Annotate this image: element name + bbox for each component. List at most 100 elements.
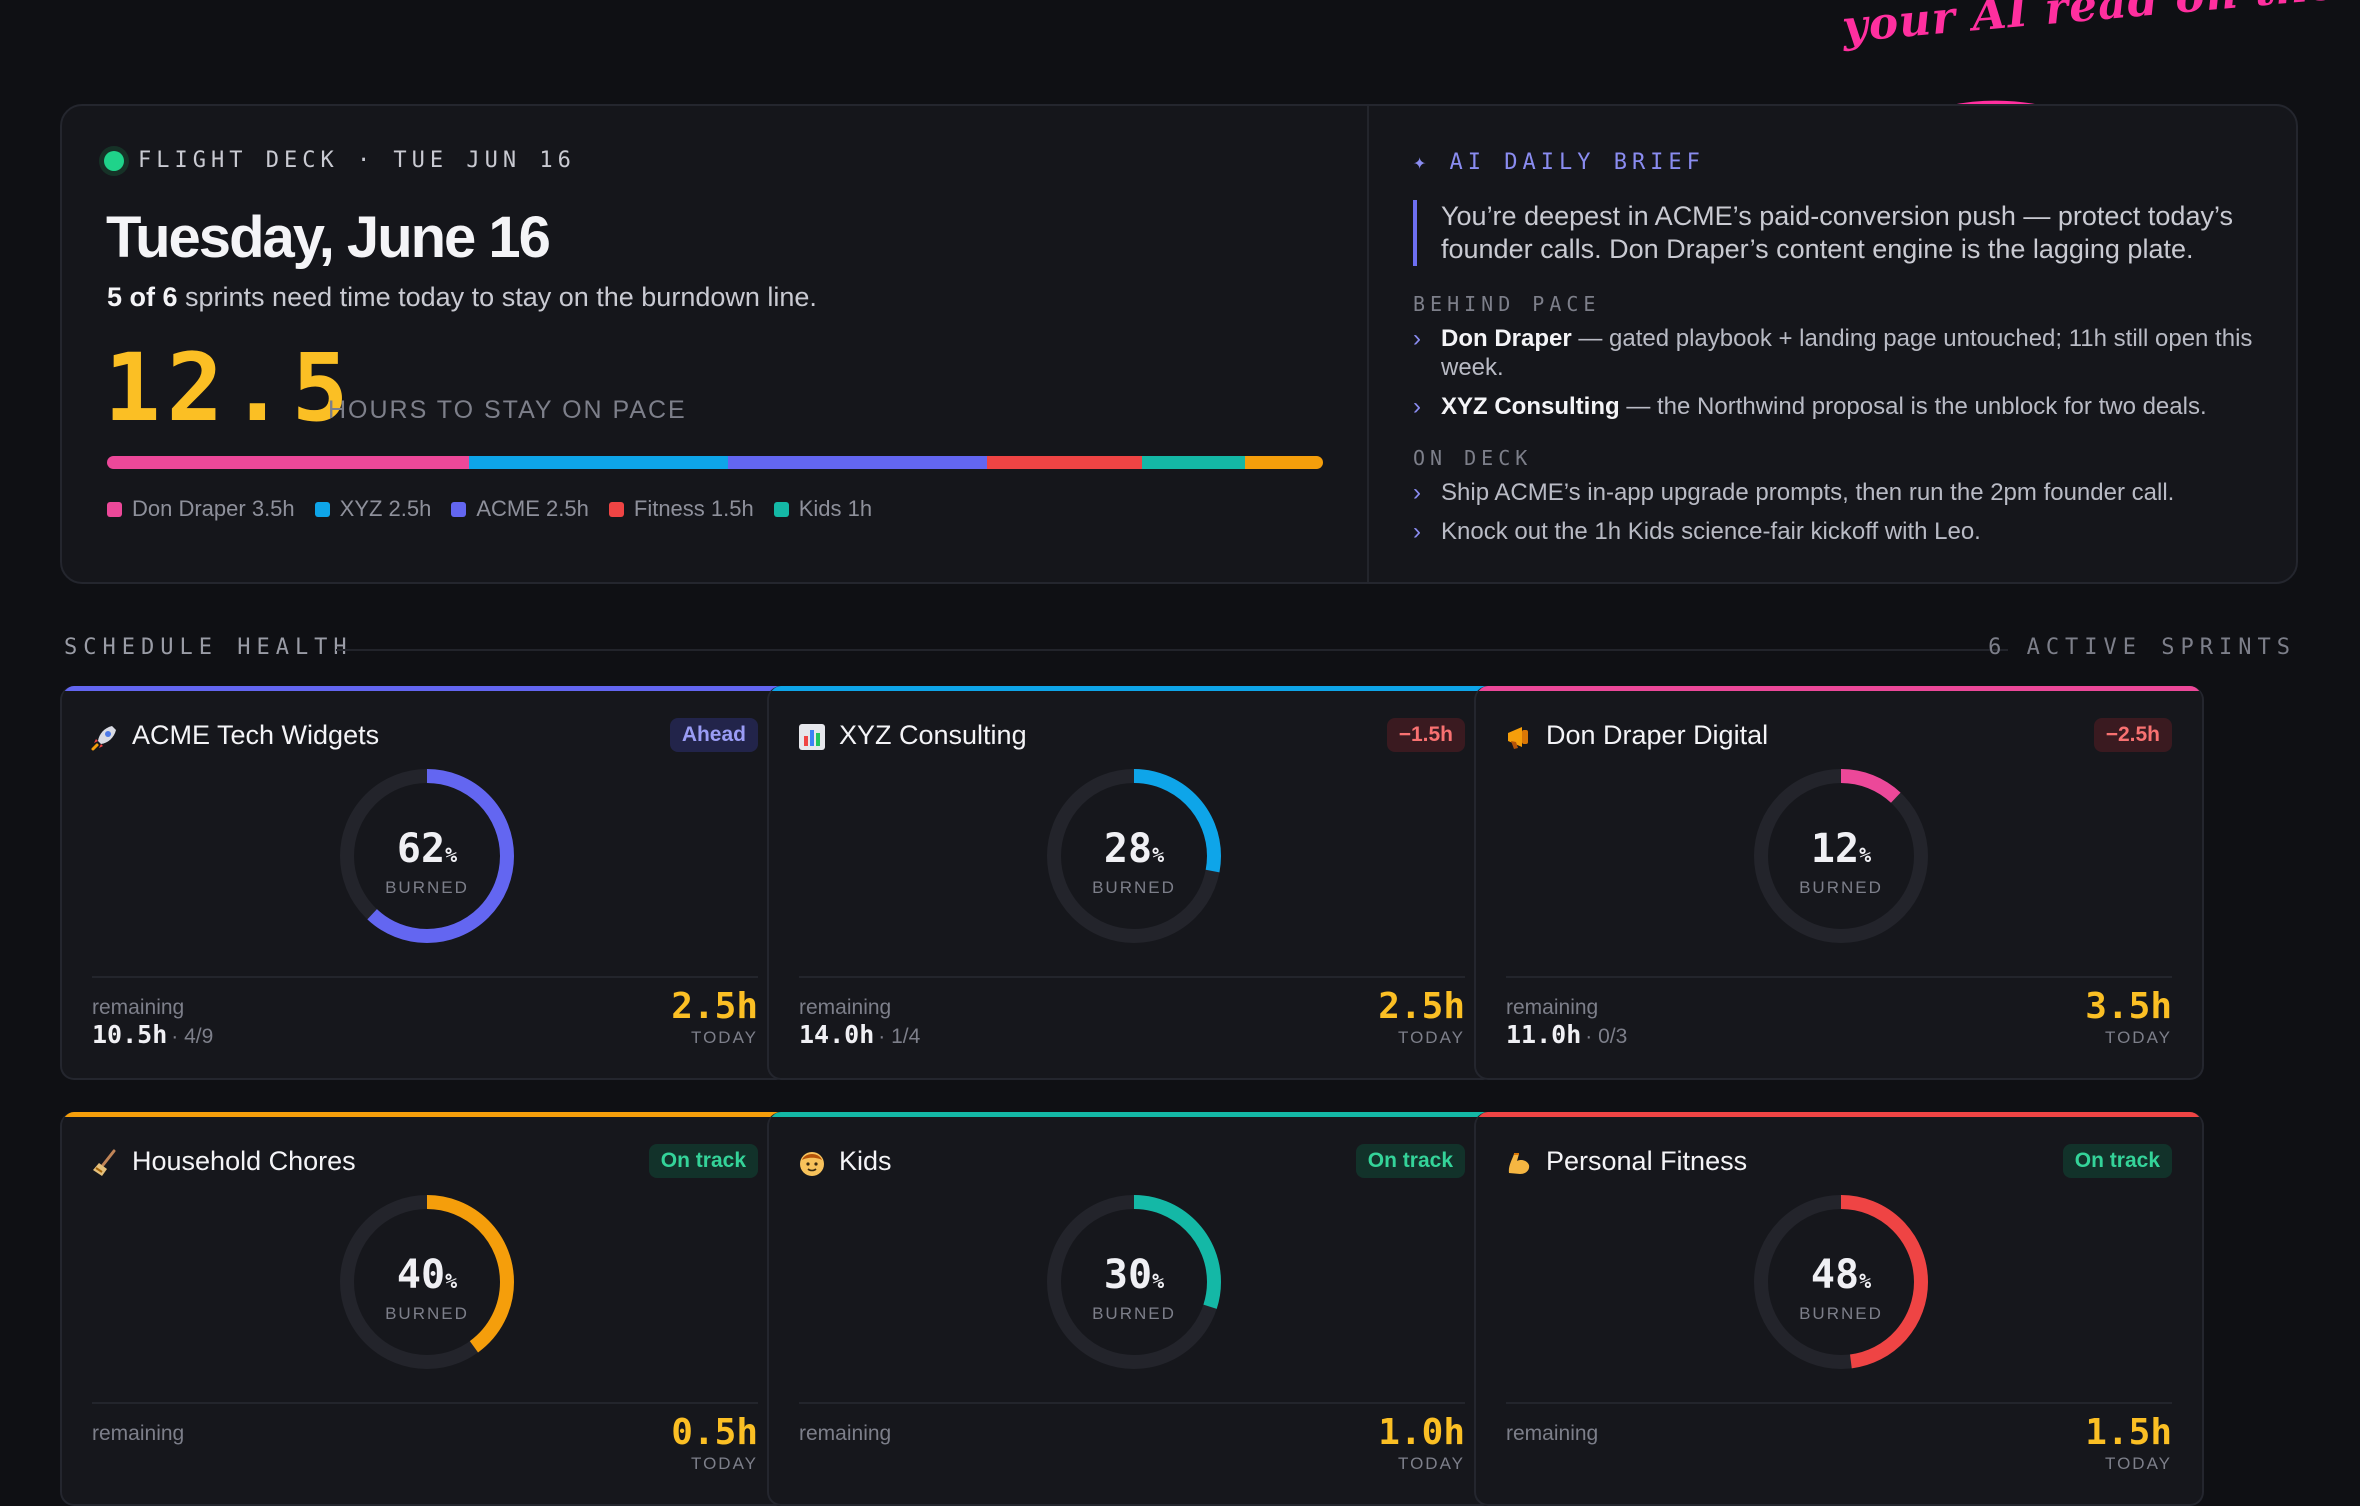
sprint-summary: 5 of 6 sprints need time today to stay o… [107, 282, 817, 313]
list-item: › Ship ACME’s in-app upgrade prompts, the… [1413, 478, 2273, 507]
remaining-label: remaining [799, 1422, 892, 1445]
sprint-count: 5 of 6 [107, 282, 178, 312]
status-badge: On track [648, 1144, 758, 1178]
burn-arc [340, 769, 514, 943]
tasks-done: · 4/9 [171, 1025, 214, 1048]
flight-deck-summary: FLIGHT DECK · TUE JUN 16 Tuesday, June 1… [62, 106, 1367, 582]
hours-on-pace-value: 12.5 [104, 334, 355, 443]
broom-icon [93, 1149, 116, 1176]
status-badge: −1.5h [1386, 718, 1465, 752]
legend-swatch [773, 501, 789, 517]
card-accent [1476, 686, 2202, 691]
divider [1506, 976, 2172, 978]
remaining-value: 10.5h · 4/9 [92, 1020, 214, 1049]
legend-swatch [107, 501, 122, 517]
burned-label: BURNED [1799, 878, 1883, 897]
remaining-label: remaining [92, 1422, 185, 1445]
child-face-icon [800, 1152, 824, 1176]
burn-donut [340, 769, 514, 943]
today-hours: 3.5h [2085, 986, 2172, 1027]
card-accent [62, 1112, 788, 1117]
sprint-card-personal-fitness[interactable]: Personal Fitness On track 48% BURNED rem… [1474, 1112, 2204, 1506]
list-item-name: Don Draper [1441, 325, 1572, 352]
legend-item: Don Draper 3.5h [107, 496, 295, 522]
status-dot-icon [104, 150, 124, 171]
card-accent [769, 1112, 1495, 1117]
remaining-value [799, 1446, 803, 1475]
megaphone-icon [1508, 727, 1528, 749]
burned-percent: 62% [396, 826, 458, 872]
legend-label: Kids 1h [798, 496, 873, 521]
hours-allocation-bar [107, 456, 1323, 469]
page-title: Tuesday, June 16 [106, 205, 551, 270]
behind-pace-list: › Don Draper — gated playbook + landing p… [1413, 324, 2273, 431]
divider [799, 976, 1465, 978]
divider [799, 1402, 1465, 1404]
today-hours: 0.5h [671, 1412, 758, 1453]
list-item: › Don Draper — gated playbook + landing p… [1413, 324, 2273, 382]
remaining-label: remaining [1506, 1422, 1599, 1445]
remaining-label: remaining [1506, 996, 1599, 1019]
divider [92, 976, 758, 978]
schedule-health-header: SCHEDULE HEALTH 6 ACTIVE SPRINTS [64, 635, 2296, 665]
flexed-arm-icon [1508, 1153, 1530, 1174]
burn-arc [1754, 1195, 1928, 1369]
legend-label: XYZ 2.5h [339, 496, 432, 521]
today-hours: 2.5h [671, 986, 758, 1027]
legend-label: Fitness 1.5h [633, 496, 754, 521]
today-label: TODAY [1398, 1454, 1465, 1473]
burn-donut [1754, 769, 1928, 943]
burn-donut [1047, 769, 1221, 943]
today-label: TODAY [2105, 1454, 2172, 1473]
tasks-done: · 1/4 [878, 1025, 921, 1048]
burned-label: BURNED [1092, 1304, 1176, 1323]
rocket-icon [91, 726, 116, 751]
burned-percent: 30% [1103, 1252, 1165, 1298]
list-item-text: Ship ACME’s in-app upgrade prompts, then… [1441, 479, 2175, 506]
list-item: › Knock out the 1h Kids science-fair kick… [1413, 517, 2273, 546]
sprint-name: XYZ Consulting [839, 720, 1027, 750]
divider [92, 1402, 758, 1404]
remaining-label: remaining [92, 996, 185, 1019]
bar-segment [107, 456, 470, 469]
status-badge: Ahead [669, 718, 758, 752]
burned-percent: 28% [1103, 826, 1165, 872]
sprint-name: Personal Fitness [1546, 1146, 1748, 1176]
list-item-name: XYZ Consulting [1441, 393, 1620, 420]
active-sprints-count: 6 ACTIVE SPRINTS [1988, 635, 2296, 660]
behind-pace-heading: BEHIND PACE [1413, 292, 1601, 316]
remaining-label: remaining [799, 996, 892, 1019]
flight-deck-kicker: FLIGHT DECK · TUE JUN 16 [104, 148, 576, 173]
today-hours: 1.0h [1378, 1412, 1465, 1453]
legend-swatch [608, 501, 624, 517]
flight-deck-label: FLIGHT DECK · TUE JUN 16 [138, 148, 576, 173]
sprint-card-kids[interactable]: Kids On track 30% BURNED remaining 1.0h … [767, 1112, 1497, 1506]
bar-segment [986, 456, 1142, 469]
status-badge: −2.5h [2093, 718, 2172, 752]
burned-label: BURNED [1799, 1304, 1883, 1323]
list-item-text: — the Northwind proposal is the unblock … [1619, 393, 2207, 420]
sprint-card-household-chores[interactable]: Household Chores On track 40% BURNED rem… [60, 1112, 790, 1506]
sprint-card-don-draper-digital[interactable]: Don Draper Digital −2.5h 12% BURNED rema… [1474, 686, 2204, 1080]
sprint-card-xyz-consulting[interactable]: XYZ Consulting −1.5h 28% BURNED remainin… [767, 686, 1497, 1080]
sprint-card-acme-tech-widgets[interactable]: ACME Tech Widgets Ahead 62% BURNED remai… [60, 686, 790, 1080]
chevron-right-icon: › [1413, 393, 1421, 420]
burned-label: BURNED [1092, 878, 1176, 897]
today-hours: 2.5h [1378, 986, 1465, 1027]
sprint-name: Kids [839, 1146, 892, 1176]
divider [1506, 1402, 2172, 1404]
burned-percent: 40% [396, 1252, 458, 1298]
ai-daily-brief: ✦ AI DAILY BRIEF You’re deepest in ACME’… [1369, 106, 2296, 582]
burn-donut [1047, 1195, 1221, 1369]
legend-item: Fitness 1.5h [608, 496, 754, 522]
on-deck-list: › Ship ACME’s in-app upgrade prompts, the… [1413, 478, 2273, 556]
bar-chart-icon [799, 724, 825, 750]
remaining-value [1506, 1446, 1510, 1475]
list-item-text: Knock out the 1h Kids science-fair kicko… [1441, 518, 1981, 545]
divider [336, 649, 2008, 651]
today-hours: 1.5h [2085, 1412, 2172, 1453]
flight-deck-panel: FLIGHT DECK · TUE JUN 16 Tuesday, June 1… [60, 104, 2298, 584]
legend-label: Don Draper 3.5h [132, 496, 295, 521]
sprint-name: Don Draper Digital [1546, 720, 1769, 750]
list-item: › XYZ Consulting — the Northwind proposal… [1413, 392, 2273, 421]
